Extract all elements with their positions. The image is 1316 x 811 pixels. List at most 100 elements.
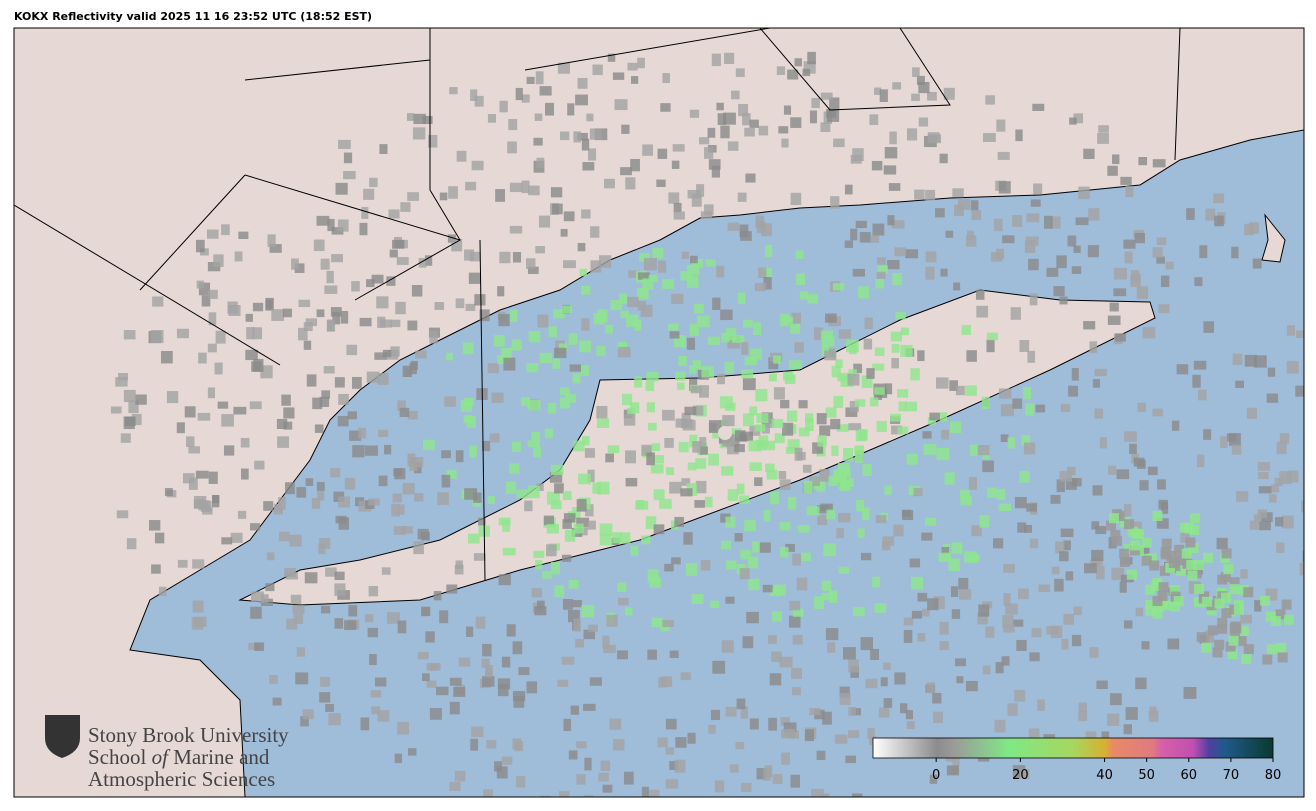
echo xyxy=(278,497,286,510)
echo xyxy=(838,329,851,339)
echo xyxy=(531,588,542,598)
echo xyxy=(754,477,763,487)
echo xyxy=(891,425,903,435)
echo xyxy=(1270,616,1281,627)
echo xyxy=(717,373,725,385)
echo xyxy=(889,131,897,145)
echo xyxy=(1149,560,1160,571)
echo xyxy=(465,181,477,191)
echo xyxy=(869,397,879,407)
echo xyxy=(1148,710,1159,722)
echo xyxy=(809,707,821,716)
echo xyxy=(412,127,426,140)
echo xyxy=(903,629,913,643)
echo xyxy=(903,617,914,626)
echo xyxy=(898,401,907,412)
echo xyxy=(436,686,449,696)
echo xyxy=(669,481,682,494)
echo xyxy=(1161,538,1172,549)
echo xyxy=(998,181,1011,194)
echo xyxy=(335,182,348,195)
echo xyxy=(292,605,305,615)
echo xyxy=(708,453,720,466)
echo xyxy=(724,52,735,65)
echo xyxy=(588,624,598,633)
echo xyxy=(761,223,772,237)
echo xyxy=(491,392,504,403)
echo xyxy=(680,672,691,681)
echo xyxy=(1003,564,1015,573)
echo xyxy=(331,254,343,263)
echo xyxy=(1312,472,1316,483)
echo xyxy=(765,244,773,258)
echo xyxy=(518,667,530,676)
echo xyxy=(577,242,586,252)
echo xyxy=(816,750,826,760)
echo xyxy=(874,603,886,613)
echo xyxy=(1249,222,1260,234)
echo xyxy=(1003,593,1011,606)
echo xyxy=(253,358,264,372)
echo xyxy=(666,467,674,476)
echo xyxy=(790,192,802,205)
echo xyxy=(955,385,965,396)
echo xyxy=(422,115,433,124)
echo xyxy=(1311,484,1316,496)
echo xyxy=(499,100,508,113)
echo xyxy=(1096,566,1105,580)
echo xyxy=(390,319,401,328)
echo xyxy=(314,424,324,433)
echo xyxy=(905,710,913,720)
echo xyxy=(1165,261,1174,270)
echo xyxy=(1094,408,1104,419)
logo: Stony Brook University School of Marine … xyxy=(45,715,289,791)
echo xyxy=(830,418,841,430)
echo xyxy=(610,299,623,311)
echo xyxy=(283,407,295,419)
echo xyxy=(1193,360,1207,370)
echo xyxy=(627,296,639,308)
echo xyxy=(617,346,631,358)
echo xyxy=(664,563,674,572)
echo xyxy=(838,481,846,490)
echo xyxy=(496,766,508,779)
echo xyxy=(722,415,735,427)
echo xyxy=(246,327,255,340)
echo xyxy=(969,444,979,456)
echo xyxy=(836,424,849,432)
echo xyxy=(483,789,493,797)
echo xyxy=(890,331,902,342)
echo xyxy=(560,228,568,237)
echo xyxy=(1257,462,1271,471)
echo xyxy=(1221,607,1232,618)
echo xyxy=(830,196,840,209)
echo xyxy=(343,152,353,164)
echo xyxy=(192,600,204,613)
echo xyxy=(940,268,948,277)
echo xyxy=(526,363,539,373)
echo xyxy=(758,435,769,448)
echo xyxy=(1275,609,1286,620)
echo xyxy=(970,200,979,211)
echo xyxy=(193,499,207,509)
echo xyxy=(406,113,415,121)
colorbar-tick-label: 20 xyxy=(1012,768,1029,783)
echo xyxy=(625,450,636,464)
echo xyxy=(880,677,888,687)
echo xyxy=(249,401,262,410)
echo xyxy=(164,488,173,496)
echo xyxy=(952,754,960,767)
echo xyxy=(1107,315,1121,325)
echo xyxy=(319,538,331,549)
echo xyxy=(993,218,1003,232)
echo xyxy=(451,239,463,252)
echo xyxy=(499,251,511,264)
echo xyxy=(707,127,716,138)
echo xyxy=(469,251,481,262)
echo xyxy=(1075,217,1089,226)
echo xyxy=(681,478,691,486)
echo xyxy=(599,533,612,546)
echo xyxy=(1152,596,1163,607)
echo xyxy=(799,291,809,300)
echo xyxy=(337,415,349,427)
